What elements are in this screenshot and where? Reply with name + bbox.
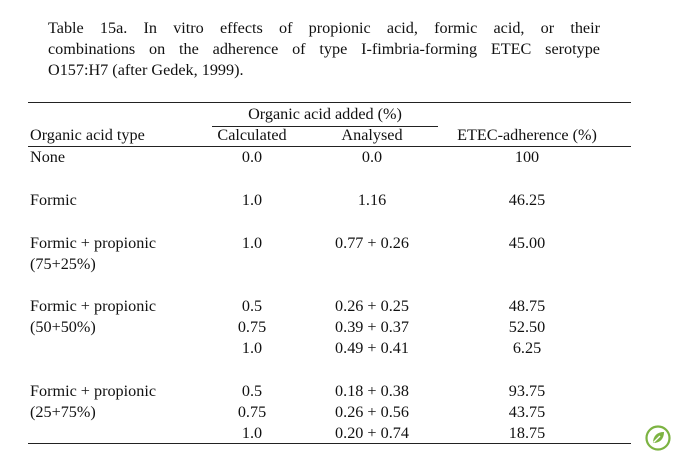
- caption-line: O157:H7 (after Gedek, 1999).: [48, 61, 244, 79]
- adherence-cell: 43.75: [508, 403, 546, 422]
- analysed-cell: 0.49 + 0.41: [335, 339, 409, 358]
- analysed-cell: 1.16: [357, 191, 387, 209]
- adherence-cell: 52.50: [508, 318, 546, 337]
- analysed-cell: 0.20 + 0.74: [335, 424, 409, 443]
- acid-type-cell: Formic + propionic: [30, 382, 157, 400]
- acid-type-cell: Formic: [30, 191, 77, 209]
- analysed-cell: 0.77 + 0.26: [335, 234, 409, 252]
- header-organic-acid-type: Organic acid type: [30, 126, 145, 144]
- calculated-cell: 1.0: [241, 191, 263, 209]
- table-top-rule: [28, 102, 631, 103]
- calculated-cell: 1.0: [241, 339, 263, 358]
- adherence-cell: 48.75: [508, 297, 546, 315]
- acid-type-cell: Formic + propionic: [30, 297, 157, 315]
- calculated-cell: 0.0: [241, 148, 263, 166]
- header-etec-adherence: ETEC-adherence (%): [457, 126, 597, 144]
- acid-type-cell: (50+50%): [30, 318, 96, 337]
- acid-type-cell: None: [30, 148, 66, 166]
- calculated-cell: 0.75: [237, 403, 267, 422]
- caption-line: Table 15a. In vitro effects of propionic…: [48, 19, 600, 37]
- acid-type-cell: (25+75%): [30, 403, 96, 422]
- header-group-label: Organic acid added (%): [248, 105, 402, 123]
- calculated-cell: 0.5: [241, 297, 263, 315]
- calculated-cell: 1.0: [241, 234, 263, 252]
- header-calculated: Calculated: [217, 126, 287, 144]
- analysed-cell: 0.26 + 0.25: [335, 297, 409, 315]
- adherence-cell: 18.75: [508, 424, 546, 443]
- header-analysed: Analysed: [341, 126, 403, 144]
- adherence-cell: 46.25: [508, 191, 546, 209]
- acid-type-cell: Formic + propionic: [30, 234, 157, 252]
- adherence-cell: 6.25: [512, 339, 542, 358]
- adherence-cell: 93.75: [508, 382, 546, 400]
- calculated-cell: 0.75: [237, 318, 267, 337]
- calculated-cell: 1.0: [241, 424, 263, 443]
- calculated-cell: 0.5: [241, 382, 263, 400]
- table-bottom-rule: [28, 443, 631, 444]
- acid-type-cell: (75+25%): [30, 255, 96, 274]
- adherence-cell: 45.00: [508, 234, 546, 252]
- adherence-cell: 100: [514, 148, 540, 166]
- group-underline: [212, 126, 438, 127]
- analysed-cell: 0.26 + 0.56: [335, 403, 409, 422]
- analysed-cell: 0.39 + 0.37: [335, 318, 409, 337]
- analysed-cell: 0.18 + 0.38: [335, 382, 409, 400]
- leaf-logo-icon: [645, 425, 671, 451]
- analysed-cell: 0.0: [361, 148, 383, 166]
- caption-line: combinations on the adherence of type I-…: [48, 40, 600, 58]
- table-caption: Table 15a. In vitro effects of propionic…: [48, 18, 600, 81]
- header-bottom-rule: [28, 146, 631, 147]
